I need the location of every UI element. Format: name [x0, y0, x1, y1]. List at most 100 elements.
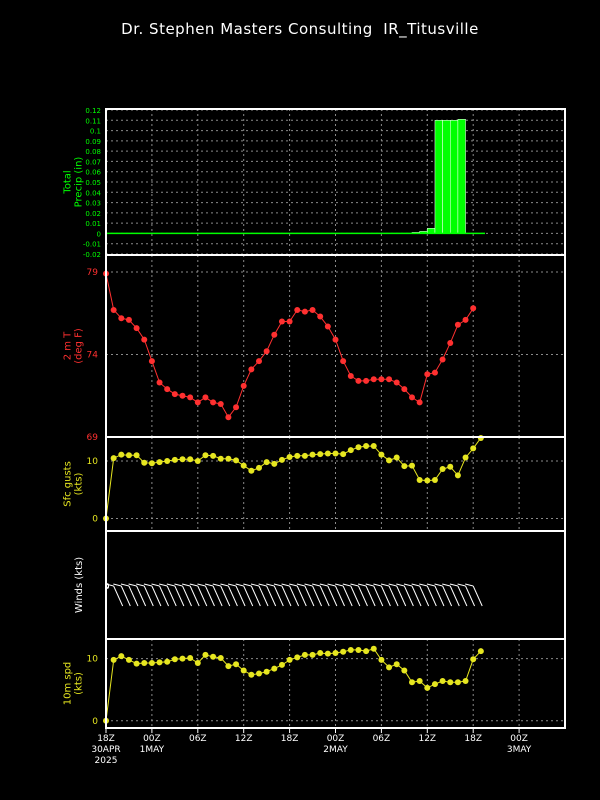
gusts-line [105, 437, 482, 519]
wind-barb-flag [411, 583, 420, 587]
gusts-point [256, 464, 262, 471]
precip-ytick-label: 0.01 [85, 220, 101, 228]
wind-barb-staff [357, 585, 368, 607]
temperature-point [386, 376, 393, 383]
wind-barb-staff [457, 585, 468, 607]
speed-point [347, 646, 354, 653]
speed-ytick-label: 10 [87, 655, 99, 665]
gusts-point [179, 456, 186, 463]
speed-point [454, 679, 461, 686]
wind-barb-staff [189, 585, 200, 607]
panels-layer: Total Precip (in) 0.12 0.11 0.1 0.09 0.08 0.07 0… [63, 107, 566, 729]
gusts-ylabel-line: (kts) [74, 473, 85, 496]
temperature-point [118, 315, 125, 322]
temperature-point [355, 377, 362, 384]
temperature-ytick-label: 74 [87, 351, 99, 361]
wind-barb-staff [281, 585, 292, 607]
gusts-point [278, 456, 285, 463]
speed-point [156, 659, 163, 666]
speed-ylabel: 10m spd (kts) [63, 662, 85, 706]
wind-barb-staff [273, 585, 284, 607]
wind-barb-staff [204, 585, 215, 607]
winds-panel: Winds (kts) 0 [74, 557, 483, 613]
temperature-point [317, 313, 324, 320]
wind-barb-staff [472, 585, 483, 607]
gusts-point [225, 455, 232, 462]
temperature-point [332, 336, 339, 343]
precip-bar [427, 228, 436, 234]
speed-point [370, 645, 377, 652]
wind-barb [174, 583, 192, 607]
temperature-point [156, 379, 163, 386]
x-tick-label: 18Z [464, 734, 482, 744]
wind-barb-flag [235, 583, 244, 587]
gusts-point [470, 445, 477, 452]
wind-barb [143, 583, 162, 607]
wind-barb-flag [266, 583, 275, 587]
temperature-point [240, 382, 247, 389]
gusts-panel: Sfc gusts (kts)10 0 [63, 435, 565, 531]
wind-barb-staff [143, 585, 154, 607]
wind-barb-flag [419, 583, 428, 587]
wind-barb-flag [373, 583, 382, 587]
wind-barb-staff [227, 585, 238, 607]
speed-point [233, 661, 240, 668]
precip-bar [457, 119, 466, 234]
x-tick-label: 18Z [281, 734, 299, 744]
x-tick-date-label: 3MAY [507, 745, 532, 755]
wind-barb-flag [335, 583, 344, 587]
wind-barb [380, 583, 399, 607]
wind-barb-staff [434, 585, 445, 607]
wind-barb-staff [120, 585, 131, 607]
speed-point [164, 658, 171, 665]
wind-barb [182, 583, 200, 607]
gusts-point [447, 463, 454, 470]
wind-barb-staff [212, 585, 223, 607]
wind-barb-flag [304, 583, 313, 587]
wind-barb-flag [182, 583, 191, 587]
gusts-point [355, 444, 362, 451]
precip-ytick-label: 0.06 [85, 169, 101, 177]
speed-point [378, 656, 385, 663]
wind-barb-flag [220, 583, 229, 587]
wind-barb-staff [151, 585, 162, 607]
gusts-point [363, 443, 370, 450]
wind-barb-flag [357, 583, 367, 587]
gusts-point [248, 467, 255, 474]
gusts-point [271, 460, 278, 467]
wind-barb-flag [250, 583, 260, 587]
speed-panel: 10m spd (kts)10 0 [63, 639, 565, 728]
wind-barb-flag [319, 583, 328, 587]
wind-barb-flag [128, 583, 137, 587]
precip-panel: Total Precip (in) 0.12 0.11 0.1 0.09 0.08 0.07 0… [63, 107, 565, 259]
gusts-point [133, 452, 140, 459]
wind-barb-staff [197, 585, 208, 607]
temperature-point [378, 376, 385, 383]
temperature-ytick-label: 79 [87, 268, 99, 278]
speed-ytick-label: 0 [92, 717, 98, 727]
gusts-point [386, 457, 393, 464]
temperature-point [454, 321, 461, 328]
wind-barb-flag [143, 583, 153, 587]
wind-barb-flag [396, 583, 405, 587]
wind-barb [113, 583, 131, 607]
precip-bar [434, 120, 443, 234]
temperature-point [309, 306, 316, 313]
gusts-point [141, 459, 148, 466]
wind-barb [197, 583, 215, 607]
gusts-point [317, 451, 324, 458]
speed-point [278, 661, 285, 668]
wind-barb-staff [174, 585, 185, 607]
wind-barb-staff [220, 585, 231, 607]
speed-point [171, 656, 178, 663]
precip-ytick-label: 0.11 [85, 117, 101, 125]
wind-barb-staff [266, 585, 277, 607]
wind-barb [266, 583, 284, 607]
gusts-point [301, 452, 308, 459]
speed-point [141, 659, 148, 666]
speed-point [110, 656, 117, 663]
gusts-point [439, 466, 446, 473]
wind-barb [151, 583, 170, 607]
precip-ytick-label: 0 [97, 230, 101, 238]
